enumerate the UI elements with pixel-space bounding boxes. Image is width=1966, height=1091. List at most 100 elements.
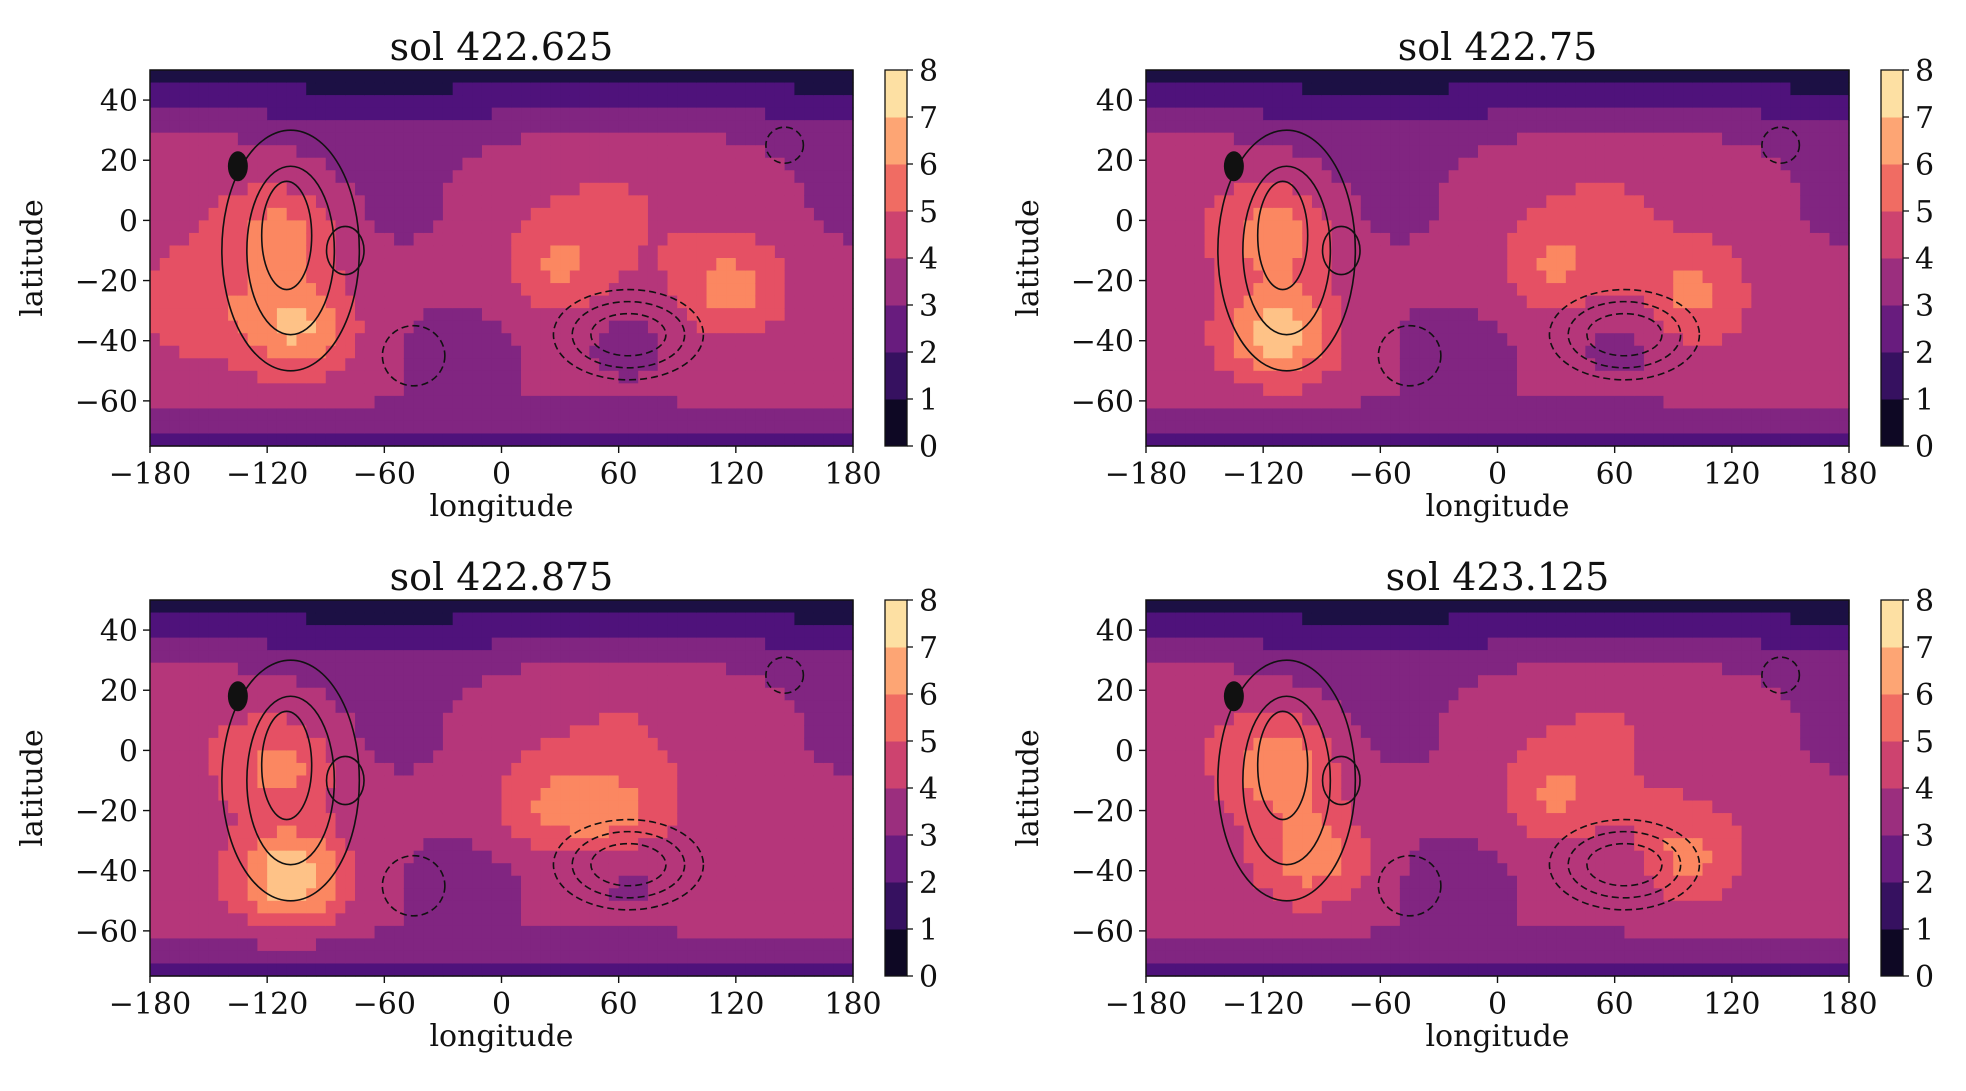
- heatmap-cell: [696, 295, 708, 309]
- heatmap-cell: [813, 270, 825, 284]
- heatmap-cell: [1585, 408, 1596, 422]
- heatmap-cell: [1487, 245, 1499, 259]
- heatmap-cell: [237, 333, 249, 347]
- heatmap-cell: [189, 395, 200, 409]
- heatmap-cell: [335, 370, 346, 384]
- heatmap-cell: [804, 157, 815, 171]
- heatmap-cell: [628, 395, 639, 409]
- heatmap-cell: [1204, 107, 1215, 121]
- heatmap-cell: [286, 195, 298, 209]
- heatmap-cell: [452, 195, 464, 209]
- heatmap-cell: [296, 345, 307, 359]
- heatmap-cell: [1526, 70, 1538, 84]
- heatmap-cell: [1614, 258, 1626, 272]
- heatmap-cell: [1643, 195, 1655, 209]
- heatmap-cell: [1311, 383, 1323, 397]
- heatmap-cell: [452, 107, 464, 121]
- heatmap-cell: [1565, 245, 1577, 259]
- heatmap-cell: [179, 70, 190, 84]
- heatmap-cell: [150, 195, 161, 209]
- heatmap-cell: [1468, 207, 1479, 221]
- heatmap-cell: [247, 195, 258, 209]
- heatmap-cell: [1722, 395, 1733, 409]
- heatmap-cell: [765, 420, 776, 435]
- heatmap-cell: [550, 270, 561, 284]
- heatmap-cell: [1155, 283, 1167, 297]
- heatmap-cell: [1809, 245, 1821, 259]
- heatmap-cell: [1712, 283, 1723, 297]
- heatmap-cell: [208, 888, 219, 902]
- heatmap-cell: [599, 107, 610, 121]
- heatmap-cell: [286, 358, 298, 372]
- heatmap-cell: [1809, 408, 1821, 422]
- heatmap-cell: [716, 270, 727, 284]
- heatmap-cell: [1185, 145, 1196, 159]
- heatmap-cell: [1770, 145, 1782, 159]
- heatmap-cell: [1311, 107, 1323, 121]
- heatmap-cell: [501, 82, 512, 96]
- heatmap-cell: [1604, 220, 1616, 234]
- heatmap-cell: [1517, 420, 1528, 435]
- heatmap-cell: [1165, 345, 1176, 359]
- heatmap-cell: [1292, 132, 1303, 146]
- heatmap-cell: [247, 132, 258, 146]
- heatmap-cell: [394, 207, 405, 221]
- heatmap-cell: [276, 195, 288, 209]
- heatmap-cell: [1165, 220, 1176, 234]
- heatmap-cell: [267, 195, 278, 209]
- heatmap-cell: [1292, 308, 1303, 322]
- heatmap-cell: [364, 82, 376, 96]
- heatmap-cell: [1243, 333, 1254, 347]
- heatmap-cell: [608, 433, 620, 447]
- heatmap-cell: [355, 308, 366, 322]
- heatmap-cell: [716, 370, 727, 384]
- heatmap-cell: [1839, 383, 1850, 397]
- heatmap-cell: [1360, 95, 1372, 109]
- heatmap-cell: [423, 170, 434, 184]
- heatmap-cell: [335, 270, 346, 284]
- heatmap-cell: [1692, 145, 1704, 159]
- heatmap-cell: [179, 120, 190, 134]
- heatmap-cell: [315, 612, 327, 626]
- heatmap-cell: [794, 333, 805, 347]
- heatmap-cell: [1565, 182, 1577, 196]
- heatmap-cell: [687, 145, 698, 159]
- heatmap-cell: [1614, 345, 1626, 359]
- heatmap-cell: [423, 308, 434, 322]
- heatmap-cell: [1839, 270, 1850, 284]
- heatmap-cell: [726, 220, 737, 234]
- heatmap-cell: [1292, 320, 1303, 334]
- heatmap-cell: [1292, 395, 1303, 409]
- heatmap-cell: [413, 333, 424, 347]
- heatmap-cell: [1390, 245, 1401, 259]
- heatmap-cell: [1819, 358, 1831, 372]
- heatmap-cell: [1829, 395, 1840, 409]
- heatmap-cell: [150, 132, 161, 146]
- heatmap-cell: [413, 195, 424, 209]
- panel-1: sol 422.625−180 −120 −60 0 60 120 180longitude…: [15, 25, 938, 524]
- heatmap-cell: [228, 182, 239, 196]
- heatmap-cell: [1458, 295, 1469, 309]
- heatmap-cell: [218, 950, 229, 965]
- heatmap-cell: [1517, 245, 1528, 259]
- heatmap-cell: [159, 320, 171, 334]
- heatmap-cell: [1370, 270, 1381, 284]
- heatmap-cell: [1702, 408, 1713, 422]
- heatmap-cell: [1409, 370, 1420, 384]
- heatmap-cell: [1507, 370, 1518, 384]
- heatmap-cell: [1585, 207, 1596, 221]
- heatmap-cell: [1517, 345, 1528, 359]
- heatmap-cell: [755, 333, 766, 347]
- colorbar-tick-label: 8: [1915, 54, 1934, 89]
- heatmap-cell: [296, 600, 307, 614]
- heatmap-cell: [735, 320, 747, 334]
- heatmap-cell: [1507, 157, 1518, 171]
- heatmap-cell: [1507, 195, 1518, 209]
- heatmap-cell: [1477, 195, 1489, 209]
- heatmap-cell: [745, 320, 756, 334]
- heatmap-cell: [521, 320, 532, 334]
- heatmap-cell: [765, 207, 776, 221]
- heatmap-cell: [1780, 95, 1792, 109]
- heatmap-cell: [1634, 70, 1645, 84]
- heatmap-cell: [1438, 220, 1450, 234]
